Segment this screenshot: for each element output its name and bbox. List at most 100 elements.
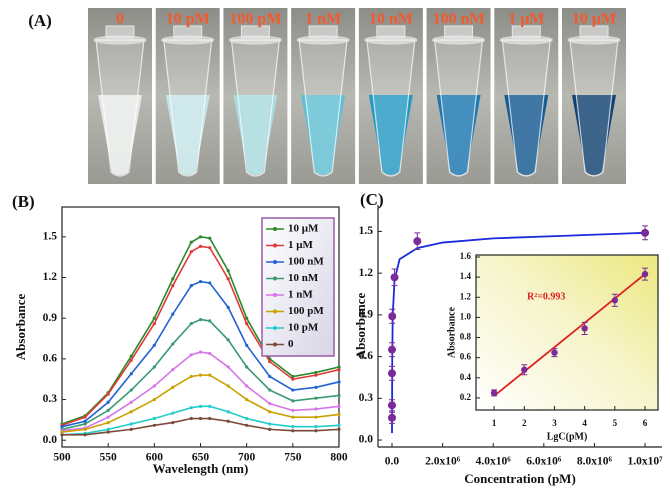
data-point bbox=[641, 228, 650, 237]
spectrum-point bbox=[83, 415, 87, 419]
spectrum-point bbox=[189, 322, 193, 326]
x-tick-label: 4.0x10⁶ bbox=[476, 456, 512, 468]
data-point bbox=[387, 401, 396, 410]
spectrum-point bbox=[314, 429, 318, 433]
spectrum-point bbox=[208, 246, 212, 250]
spectrum-point bbox=[268, 410, 272, 414]
spectrum-point bbox=[245, 416, 249, 421]
panel-label: (A) bbox=[28, 11, 52, 30]
tube-body bbox=[433, 39, 484, 177]
spectrum-point bbox=[268, 402, 272, 406]
spectrum-point bbox=[129, 372, 133, 376]
spectrum-point bbox=[314, 385, 318, 389]
spectrum-point bbox=[268, 374, 272, 379]
spectrum-point bbox=[245, 316, 249, 320]
tube-cap bbox=[444, 25, 474, 39]
spectrum-point bbox=[291, 415, 295, 419]
spectrum-point bbox=[171, 420, 175, 425]
spectrum-point bbox=[189, 406, 193, 410]
spectrum-point bbox=[129, 358, 133, 362]
spectrum-point bbox=[198, 235, 203, 239]
spectrum-point bbox=[171, 342, 175, 346]
y-tick-label: 1.5 bbox=[359, 225, 374, 237]
spectrum-point bbox=[171, 277, 175, 281]
y-tick-label: 1.5 bbox=[43, 230, 58, 242]
y-tick-label: 0.6 bbox=[43, 353, 58, 365]
data-point bbox=[581, 325, 588, 332]
spectrum-point bbox=[226, 384, 230, 388]
spectrum-point bbox=[129, 400, 133, 404]
spectrum-point bbox=[245, 397, 249, 402]
spectrum-point bbox=[106, 415, 110, 419]
x-tick-label: 700 bbox=[238, 452, 256, 464]
spectrum-point bbox=[314, 407, 318, 411]
spectrum-point bbox=[129, 388, 133, 392]
y-tick-label: 1.6 bbox=[460, 251, 472, 261]
x-tick-label: 3 bbox=[552, 418, 557, 428]
fit-line bbox=[493, 273, 646, 397]
spectrum-point bbox=[129, 427, 133, 431]
spectrum-point bbox=[268, 388, 272, 392]
data-point bbox=[388, 312, 397, 321]
spectrum-point bbox=[129, 422, 133, 426]
spectrum-point bbox=[268, 359, 272, 364]
spectrum-point bbox=[189, 250, 193, 254]
spectrum-point bbox=[226, 277, 230, 281]
tube-body bbox=[163, 39, 213, 177]
legend-label: 10 nM bbox=[288, 272, 319, 284]
spectrum-point bbox=[291, 425, 295, 429]
spectrum-point bbox=[198, 373, 203, 377]
spectrum-point bbox=[83, 427, 87, 431]
spectrum-point bbox=[60, 430, 64, 434]
spectrum-point bbox=[337, 380, 341, 384]
legend-marker bbox=[273, 326, 277, 330]
spectrum-point bbox=[337, 412, 341, 417]
data-point bbox=[387, 369, 396, 378]
x-tick-label: 650 bbox=[192, 452, 210, 464]
spectrum-point bbox=[314, 425, 318, 429]
spectrum-point bbox=[83, 419, 87, 423]
spectrum-point bbox=[60, 433, 64, 437]
spectrum-point bbox=[152, 416, 156, 421]
tube-cap bbox=[240, 25, 270, 39]
tube-label: 100 nM bbox=[433, 11, 485, 28]
spectrum-point bbox=[60, 425, 64, 429]
spectrum-point bbox=[129, 354, 133, 358]
legend-marker bbox=[273, 276, 277, 281]
spectrum-point bbox=[198, 244, 203, 248]
data-point bbox=[490, 389, 498, 397]
legend-marker bbox=[273, 293, 277, 297]
x-tick-label: 6 bbox=[643, 418, 648, 428]
y-tick-label: 1.2 bbox=[43, 271, 58, 283]
legend-label: 1 μM bbox=[288, 239, 313, 251]
spectrum-point bbox=[106, 408, 110, 412]
spectrum-point bbox=[337, 368, 341, 372]
tube-body bbox=[501, 39, 551, 177]
spectrum-point bbox=[208, 236, 212, 240]
spectrum-point bbox=[337, 393, 341, 398]
spectrum-point bbox=[208, 319, 212, 323]
spectrum-point bbox=[171, 312, 175, 316]
spectrum-point bbox=[208, 416, 212, 421]
spectrum-point bbox=[171, 385, 175, 389]
y-tick-label: 1.2 bbox=[460, 291, 472, 301]
tube-label: 10 μM bbox=[572, 11, 616, 28]
legend-box bbox=[261, 217, 335, 357]
tube-label: 100 pM bbox=[229, 11, 281, 28]
x-tick-label: 800 bbox=[330, 452, 348, 464]
spectrum-point bbox=[268, 427, 272, 431]
y-tick-label: 0.0 bbox=[359, 434, 374, 446]
spectrum-point bbox=[152, 316, 156, 320]
spectrum-point bbox=[189, 374, 193, 379]
data-point bbox=[641, 270, 649, 278]
legend-label: 100 pM bbox=[288, 305, 324, 317]
y-tick-label: 0.9 bbox=[43, 312, 58, 324]
tube-label: 10 nM bbox=[369, 11, 413, 28]
y-tick-label: 0.0 bbox=[43, 434, 58, 446]
y-tick-label: 0.6 bbox=[359, 350, 374, 362]
spectrum-point bbox=[226, 305, 230, 309]
panel-label: (B) bbox=[12, 192, 35, 211]
spectrum-point bbox=[106, 427, 110, 431]
spectrum-point bbox=[152, 397, 156, 402]
